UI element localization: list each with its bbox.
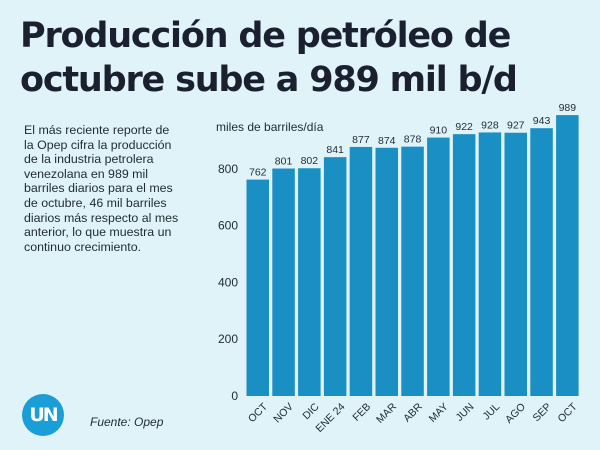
x-tick-label: FEB	[350, 401, 373, 424]
y-tick-label: 200	[218, 332, 238, 346]
bar	[246, 179, 269, 396]
x-tick-label: MAR	[374, 401, 399, 426]
bar	[452, 134, 476, 397]
bar	[298, 168, 321, 396]
bar	[349, 146, 373, 396]
data-label: 927	[507, 120, 525, 132]
y-tick-label: 0	[231, 389, 238, 403]
bar	[272, 168, 295, 396]
description-line: venezolana en 989 mil	[24, 166, 148, 181]
x-tick-label: SEP	[531, 401, 554, 424]
description-line: de octubre, 46 mil barriles	[24, 195, 167, 210]
un-logo: UN	[22, 394, 64, 436]
x-tick-label: NOV	[271, 401, 296, 426]
x-tick-label: DIC	[300, 401, 322, 423]
data-label: 877	[352, 134, 370, 146]
bar	[504, 132, 527, 396]
data-label: 878	[404, 134, 422, 146]
data-label: 874	[378, 135, 396, 147]
x-tick-label: OCT	[556, 400, 581, 425]
description-line: diarios más respecto al mes	[24, 210, 179, 225]
data-label: 841	[326, 144, 344, 156]
data-label: 802	[301, 155, 319, 167]
data-label: 762	[249, 167, 267, 179]
data-label: 910	[430, 125, 448, 137]
data-label: 989	[559, 102, 577, 114]
description-line: anterior, lo que muestra un	[24, 225, 172, 240]
data-label: 922	[455, 121, 473, 133]
bar	[401, 146, 424, 396]
bar	[530, 128, 553, 397]
bar	[323, 157, 347, 396]
data-label: 928	[481, 119, 499, 131]
description-line: El más reciente reporte de	[24, 123, 170, 137]
bar	[427, 137, 450, 396]
y-tick-label: 800	[218, 162, 238, 176]
y-axis-label: miles de barriles/día	[216, 120, 324, 134]
x-tick-label: ABR	[401, 401, 425, 425]
source-note: Fuente: Opep	[90, 415, 164, 429]
title-line-2: octubre sube a 989 mil b/d	[20, 60, 518, 100]
title-line-1: Producción de petróleo de	[20, 16, 511, 56]
y-tick-label: 600	[218, 219, 238, 233]
y-tick-label: 400	[218, 275, 238, 289]
x-tick-label: MAY	[427, 401, 451, 425]
bar	[556, 115, 579, 397]
bar	[478, 132, 502, 396]
x-tick-label: JUL	[481, 401, 503, 423]
data-label: 801	[275, 156, 293, 168]
x-tick-label: OCT	[246, 400, 271, 425]
data-label: 943	[533, 115, 551, 127]
x-tick-label: AGO	[503, 401, 528, 426]
description-text: El más reciente reporte de la Opep cifra…	[24, 123, 200, 254]
x-tick-label: JUN	[454, 401, 477, 424]
description-line: de la industria petrolera	[24, 152, 154, 167]
bar	[375, 147, 398, 396]
description-line: la Opep cifra la producción	[24, 137, 172, 152]
x-tick-label: ENE 24	[313, 401, 347, 435]
chart-title: Producción de petróleo de octubre sube a…	[20, 14, 590, 102]
description-line: barriles diarios para el mes	[24, 181, 173, 196]
description-line: continuo crecimiento.	[24, 239, 142, 254]
